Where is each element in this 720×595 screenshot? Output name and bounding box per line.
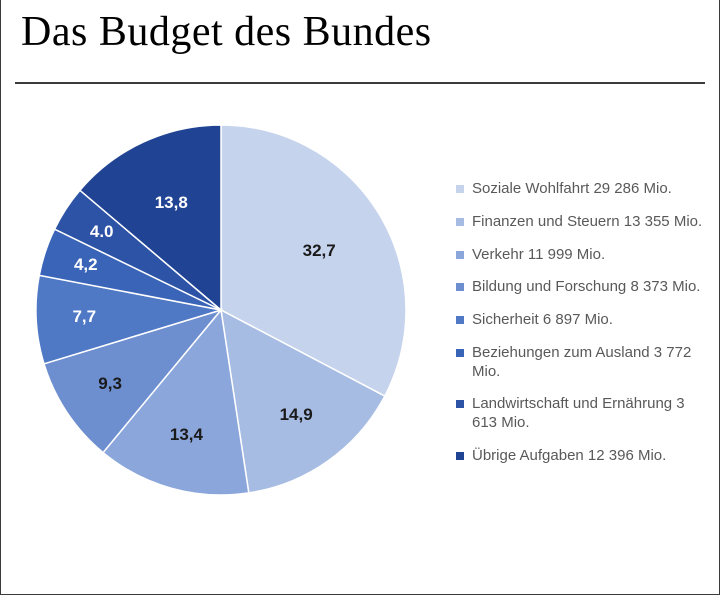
legend-swatch bbox=[456, 316, 464, 324]
slice-label: 13,4 bbox=[170, 425, 203, 445]
legend-item: Landwirtschaft und Ernährung 3 613 Mio. bbox=[456, 395, 706, 433]
legend: Soziale Wohlfahrt 29 286 Mio. Finanzen un… bbox=[456, 180, 706, 480]
slice-label: 4.0 bbox=[90, 222, 114, 242]
legend-label: Landwirtschaft und Ernährung 3 613 Mio. bbox=[472, 395, 706, 433]
legend-swatch bbox=[456, 283, 464, 291]
legend-item: Bildung und Forschung 8 373 Mio. bbox=[456, 278, 706, 297]
legend-label: Übrige Aufgaben 12 396 Mio. bbox=[472, 447, 706, 466]
legend-item: Übrige Aufgaben 12 396 Mio. bbox=[456, 447, 706, 466]
page-title: Das Budget des Bundes bbox=[21, 8, 432, 56]
legend-label: Soziale Wohlfahrt 29 286 Mio. bbox=[472, 180, 706, 199]
legend-swatch bbox=[456, 349, 464, 357]
legend-swatch bbox=[456, 218, 464, 226]
legend-swatch bbox=[456, 452, 464, 460]
slice-label: 32,7 bbox=[303, 241, 336, 261]
legend-item: Finanzen und Steuern 13 355 Mio. bbox=[456, 213, 706, 232]
legend-swatch bbox=[456, 400, 464, 408]
legend-label: Finanzen und Steuern 13 355 Mio. bbox=[472, 213, 706, 232]
legend-swatch bbox=[456, 185, 464, 193]
slice-label: 7,7 bbox=[72, 307, 96, 327]
legend-label: Sicherheit 6 897 Mio. bbox=[472, 311, 706, 330]
legend-label: Bildung und Forschung 8 373 Mio. bbox=[472, 278, 706, 297]
legend-label: Verkehr 11 999 Mio. bbox=[472, 246, 706, 265]
slice-label: 13,8 bbox=[155, 193, 188, 213]
legend-item: Beziehungen zum Ausland 3 772 Mio. bbox=[456, 344, 706, 382]
legend-swatch bbox=[456, 251, 464, 259]
slice-label: 14,9 bbox=[280, 405, 313, 425]
page-frame: Das Budget des Bundes 32,7 14,9 13,4 9,3 7,7… bbox=[0, 0, 720, 595]
legend-item: Verkehr 11 999 Mio. bbox=[456, 246, 706, 265]
legend-label: Beziehungen zum Ausland 3 772 Mio. bbox=[472, 344, 706, 382]
slice-label: 9,3 bbox=[98, 374, 122, 394]
legend-item: Sicherheit 6 897 Mio. bbox=[456, 311, 706, 330]
pie-chart: 32,7 14,9 13,4 9,3 7,7 4,2 4.0 13,8 bbox=[31, 120, 411, 500]
title-divider bbox=[15, 82, 705, 84]
legend-item: Soziale Wohlfahrt 29 286 Mio. bbox=[456, 180, 706, 199]
slice-label: 4,2 bbox=[74, 255, 98, 275]
